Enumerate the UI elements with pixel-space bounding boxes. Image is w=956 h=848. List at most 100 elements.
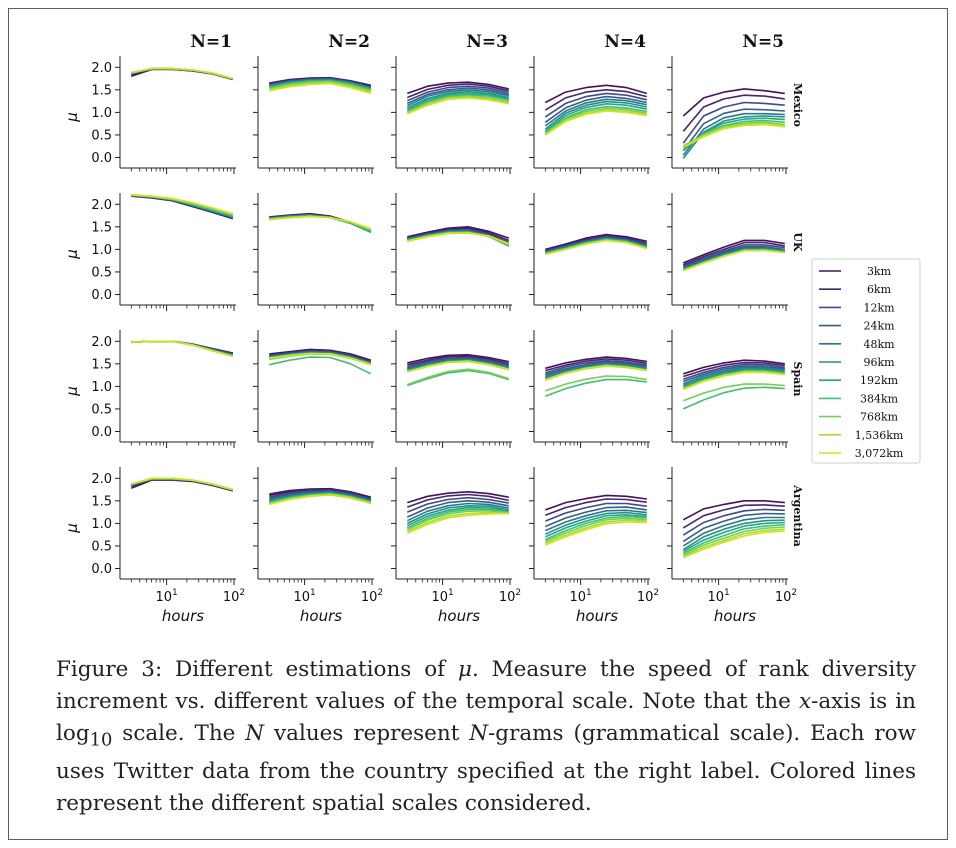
x-tick-label: 102 — [637, 588, 659, 605]
series-line-192km — [682, 521, 785, 553]
series-line-3072km — [269, 352, 372, 366]
series-line-3072km — [407, 360, 509, 373]
y-axis-label: μ — [63, 523, 81, 534]
y-axis-label: μ — [63, 112, 81, 123]
series-line-768km — [406, 95, 509, 114]
series-line-96km — [406, 504, 509, 525]
series-line-3km — [407, 226, 510, 239]
series-line-3km — [407, 353, 509, 364]
series-line-3072km — [683, 371, 785, 391]
series-line-12km — [544, 92, 647, 118]
series-line-96km — [544, 100, 647, 130]
panel-spain-n1: 0.0 0.5 1.0 1.5 2.0 μ — [63, 330, 236, 448]
series-line-24km — [683, 245, 785, 269]
panel-mexico-n4 — [529, 56, 650, 174]
x-axis-label: hours — [300, 607, 342, 625]
x-tick-label: 101 — [431, 588, 453, 605]
y-tick-label: 1.0 — [91, 243, 112, 258]
series-line-3072km — [406, 97, 509, 115]
series-line-6km — [682, 94, 785, 132]
y-tick-label: 2.0 — [91, 472, 112, 487]
y-axis-label: μ — [63, 249, 81, 260]
x-axis-label: hours — [714, 607, 756, 625]
series-line-3km — [269, 487, 372, 498]
series-line-768km — [544, 107, 647, 135]
series-line-3072km — [269, 494, 372, 506]
series-line-384km — [269, 356, 372, 375]
series-line-24km — [544, 95, 647, 123]
caption-part-2: . Measure the speed of rank diversity in… — [56, 657, 916, 714]
series-line-3072km — [682, 123, 785, 149]
legend-label: 384km — [860, 392, 899, 405]
series-line-1536km — [545, 519, 647, 544]
y-tick-label: 1.5 — [91, 494, 112, 509]
series-line-1536km — [406, 511, 509, 533]
panel-uk-n2 — [253, 193, 374, 311]
caption-part-7: N — [245, 721, 265, 746]
panel-spain-n4 — [529, 330, 650, 448]
series-line-6km — [407, 227, 510, 242]
panel-uk-n5 — [667, 193, 788, 311]
series-line-96km — [683, 367, 785, 387]
series-line-48km — [682, 112, 785, 156]
series-line-384km — [544, 105, 647, 134]
series-line-384km — [406, 94, 509, 112]
series-line-768km — [406, 509, 509, 531]
legend-label: 1,536km — [855, 429, 904, 442]
series-line-48km — [406, 89, 509, 107]
series-line-3072km — [131, 340, 234, 357]
caption-part-1: μ — [457, 657, 472, 682]
series-line-96km — [406, 90, 509, 109]
series-line-6km — [682, 504, 785, 529]
y-tick-label: 1.5 — [91, 357, 112, 372]
row-label-uk: UK — [791, 232, 804, 252]
series-line-3km — [407, 490, 509, 504]
series-line-768km — [682, 526, 785, 556]
panel-uk-n1: 0.0 0.5 1.0 1.5 2.0 μ — [63, 193, 236, 311]
series-line-192km — [544, 103, 647, 132]
series-line-3km — [407, 81, 509, 95]
column-title-4: N=4 — [604, 32, 646, 52]
series-line-3072km — [682, 530, 785, 559]
panel-argentina-n1: 0.0 0.5 1.0 1.5 2.0 101 102 hours μ — [63, 467, 245, 625]
series-line-3km — [544, 84, 648, 104]
panel-spain-n2 — [253, 330, 374, 448]
legend-label: 768km — [860, 411, 899, 424]
series-line-3072km — [131, 67, 234, 80]
series-line-12km — [683, 363, 785, 380]
panel-mexico-n2 — [253, 56, 374, 174]
series-line-12km — [683, 244, 785, 267]
series-line-3km — [269, 348, 372, 361]
y-tick-label: 1.5 — [91, 83, 112, 98]
y-tick-label: 2.0 — [91, 198, 112, 213]
x-axis-label: hours — [438, 607, 480, 625]
panel-mexico-n3 — [391, 56, 512, 174]
caption-part-3: x — [798, 689, 812, 714]
series-line-24km — [406, 499, 509, 518]
x-tick-label: 102 — [361, 588, 383, 605]
series-line-3072km — [131, 477, 234, 491]
caption-part-10: -grams (grammatical scale). Each row use… — [56, 721, 916, 817]
x-tick-label: 101 — [293, 588, 315, 605]
y-tick-label: 1.0 — [91, 517, 112, 532]
series-line-3072km — [269, 82, 372, 95]
y-tick-label: 0.5 — [91, 128, 112, 143]
series-line-384km — [407, 369, 510, 387]
series-line-384km — [544, 515, 647, 541]
series-line-3072km — [545, 239, 648, 256]
series-line-12km — [545, 359, 647, 374]
series-line-6km — [545, 498, 647, 517]
series-line-192km — [683, 369, 785, 389]
series-line-3072km — [131, 194, 234, 215]
y-tick-label: 0.5 — [91, 539, 112, 554]
series-line-768km — [683, 383, 785, 402]
column-title-2: N=2 — [328, 32, 370, 52]
row-label-mexico: Mexico — [791, 83, 804, 127]
series-line-3km — [682, 88, 785, 117]
series-line-3km — [545, 494, 647, 511]
y-tick-label: 1.5 — [91, 220, 112, 235]
series-line-6km — [544, 89, 647, 111]
legend-label: 12km — [863, 301, 895, 314]
figure-caption: Figure 3: Different estimations of μ. Me… — [56, 654, 916, 820]
series-line-192km — [544, 513, 647, 538]
